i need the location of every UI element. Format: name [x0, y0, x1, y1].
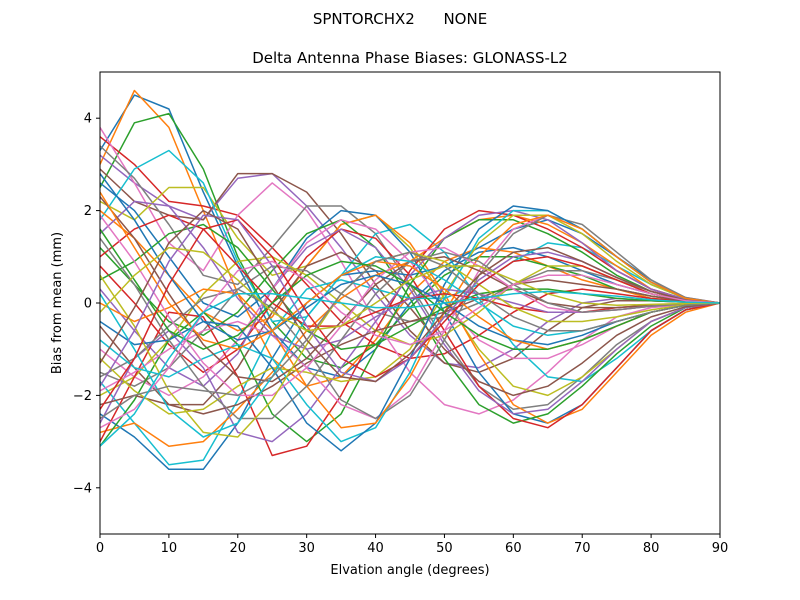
y-tick-label: −2 — [73, 389, 92, 404]
series-line-6 — [100, 168, 720, 374]
y-tick-label: 2 — [84, 204, 92, 219]
x-tick-label: 40 — [367, 541, 384, 556]
plot-area — [100, 89, 720, 471]
x-tick-label: 70 — [574, 541, 591, 556]
x-axis-ticks: 0 10 20 30 40 50 60 70 80 90 — [96, 534, 728, 556]
series-line-50 — [100, 290, 720, 447]
y-axis-label: Bias from mean (mm) — [50, 232, 65, 374]
y-tick-label: 0 — [84, 297, 92, 312]
x-tick-label: 50 — [436, 541, 453, 556]
x-tick-label: 30 — [298, 541, 315, 556]
series-line-25 — [100, 209, 720, 443]
x-tick-label: 10 — [161, 541, 178, 556]
x-tick-label: 60 — [505, 541, 522, 556]
series-line-46 — [100, 209, 720, 383]
series-lines — [100, 89, 720, 471]
series-line-10 — [100, 149, 720, 383]
series-line-48 — [100, 251, 720, 420]
chart-suptitle: SPNTORCHX2 NONE — [313, 10, 487, 28]
series-line-49 — [100, 246, 720, 332]
x-tick-label: 0 — [96, 541, 104, 556]
x-tick-label: 90 — [712, 541, 729, 556]
series-line-29 — [100, 214, 720, 415]
series-line-33 — [100, 223, 720, 350]
y-tick-label: −4 — [73, 481, 92, 496]
x-axis-label: Elvation angle (degrees) — [330, 563, 489, 578]
series-line-32 — [100, 214, 720, 429]
chart-title: Delta Antenna Phase Biases: GLONASS-L2 — [252, 49, 568, 67]
y-axis-ticks: −4 −2 0 2 4 — [73, 112, 100, 496]
series-line-23 — [100, 219, 720, 447]
series-line-28 — [100, 214, 720, 420]
x-tick-label: 80 — [643, 541, 660, 556]
y-tick-label: 4 — [84, 112, 92, 127]
series-line-43 — [100, 228, 720, 350]
x-tick-label: 20 — [230, 541, 247, 556]
series-line-26 — [100, 279, 720, 415]
